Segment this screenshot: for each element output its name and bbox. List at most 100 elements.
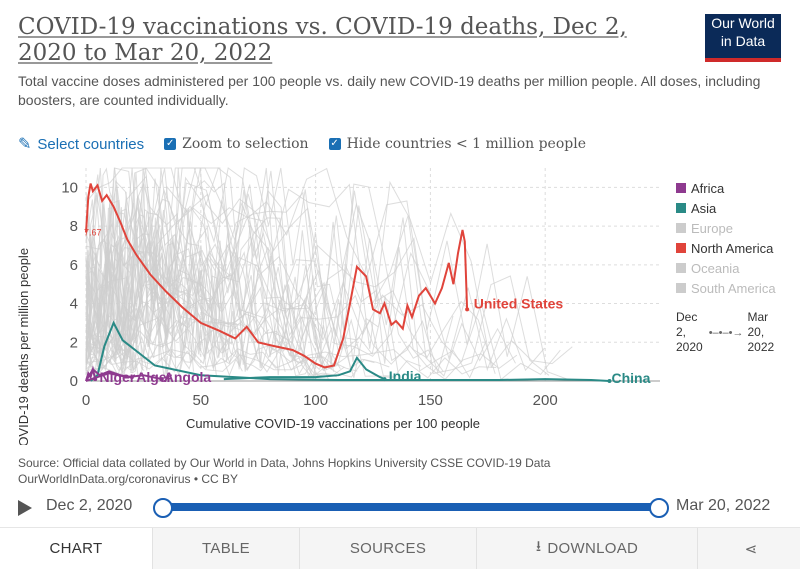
legend-item-oceania[interactable]: Oceania [676,258,776,278]
series-label-angola: Angola [164,369,212,385]
background-country-line [85,167,258,365]
series-line-united-states [85,183,469,369]
background-country-line [85,167,568,380]
source-line-1[interactable]: Source: Official data collated by Our Wo… [18,456,551,470]
owid-logo[interactable]: Our World in Data [705,14,781,62]
y-tick-label: 8 [70,218,78,235]
time-arrow-icon: •–•–•→ [708,327,744,339]
background-country-line [85,240,238,360]
series-label-china: China [611,370,650,386]
legend-item-africa[interactable]: Africa [676,178,776,198]
logo-line-2: in Data [720,33,766,49]
x-tick-label: 100 [303,392,328,409]
share-icon: ⋖ [744,540,758,558]
subtitle: Total vaccine doses administered per 100… [18,73,761,108]
background-country-line [85,192,338,378]
background-country-line [85,198,496,374]
background-country-line [85,195,148,370]
series-endpoint [465,307,470,312]
y-tick-label: 6 [70,257,78,274]
tab-table[interactable]: TABLE [152,528,299,569]
hide-small-countries-checkbox[interactable]: ✓ Hide countries < 1 million people [328,136,586,152]
x-tick-label: 200 [533,392,558,409]
legend-item-south-america[interactable]: South America [676,278,776,298]
legend-label: Asia [691,200,717,216]
series-line-angola [85,372,163,382]
x-tick-label: 50 [192,392,209,409]
y-tick-label: 2 [70,334,78,351]
time-legend-end: Mar 20, 2022 [747,310,775,354]
background-country-line [85,236,550,376]
background-country-line [85,180,573,371]
time-legend: Dec 2, 2020 •–•–•→ Mar 20, 2022 [676,310,774,355]
legend-label: Europe [691,220,733,236]
legend-swatch [676,283,686,293]
series-label-united-states: United States [474,296,564,312]
background-country-line [85,250,135,374]
background-country-line [85,243,286,372]
legend-label: South America [691,280,776,296]
series-label-india: India [389,368,422,384]
y-tick-label: 10 [61,179,78,196]
x-tick-label: 0 [82,392,90,409]
series-line-niger [85,365,97,382]
background-country-line [85,174,144,374]
legend-item-asia[interactable]: Asia [676,198,776,218]
page-title[interactable]: COVID-19 vaccinations vs. COVID-19 death… [18,14,627,66]
select-countries-button[interactable]: ✎ Select countries [18,134,144,154]
share-button[interactable]: ⋖ [697,528,800,569]
bottom-tabs: CHART TABLE SOURCES ⭳ DOWNLOAD ⋖ [0,527,800,569]
series-endpoint [607,379,612,383]
background-country-lines [85,167,573,382]
timeline-end-handle[interactable] [649,498,669,518]
background-country-line [85,167,444,372]
zoom-to-selection-checkbox[interactable]: ✓ Zoom to selection [164,136,309,152]
play-icon[interactable] [18,500,32,516]
logo-line-1: Our World [711,15,775,31]
tab-download[interactable]: ⭳ DOWNLOAD [476,528,697,569]
background-country-line [85,300,218,376]
background-country-line [85,167,379,378]
timeline-end-label: Mar 20, 2022 [676,497,771,514]
select-countries-label: Select countries [37,135,145,153]
background-country-line [85,235,320,378]
start-value-label: 7.67 [84,227,102,237]
checkbox-checked-icon: ✓ [328,138,341,150]
legend-item-north-america[interactable]: North America [676,238,776,258]
tab-sources[interactable]: SOURCES [299,528,476,569]
y-tick-label: 0 [70,373,78,390]
grid-lines [85,168,660,382]
background-country-line [85,244,545,376]
legend-swatch [676,203,686,213]
y-axis-label: Daily new COVID-19 deaths per million pe… [16,248,31,445]
timeline-start-label: Dec 2, 2020 [46,497,133,514]
series-label-alger: Alger [136,369,172,385]
series-line-china [89,320,610,382]
background-country-line [85,167,375,371]
highlighted-series: 7.67 [84,183,612,383]
timeline-track[interactable] [162,503,658,511]
legend-label: Oceania [691,260,740,276]
source-line-2[interactable]: OurWorldInData.org/coronavirus • CC BY [18,472,239,486]
download-icon: ⭳ [535,538,542,555]
source-note: Source: Official data collated by Our Wo… [18,455,550,487]
legend-swatch [676,183,686,193]
series-endpoint [159,377,164,382]
series-label-niger: Niger [99,369,135,385]
chart-controls: ✎ Select countries ✓ Zoom to selection ✓… [18,134,606,154]
pencil-icon: ✎ [18,136,32,153]
time-legend-start: Dec 2, 2020 [676,310,703,354]
hide-small-countries-label: Hide countries < 1 million people [346,136,586,152]
timeline-start-handle[interactable] [153,498,173,518]
tab-chart[interactable]: CHART [0,528,152,569]
legend-swatch [676,263,686,273]
x-axis-label: Cumulative COVID-19 vaccinations per 100… [186,416,480,431]
legend-swatch [676,243,686,253]
timeline-slider[interactable]: Dec 2, 2020 Mar 20, 2022 [14,495,794,519]
y-tick-label: 4 [70,296,78,313]
x-tick-label: 150 [418,392,443,409]
legend-item-europe[interactable]: Europe [676,218,776,238]
